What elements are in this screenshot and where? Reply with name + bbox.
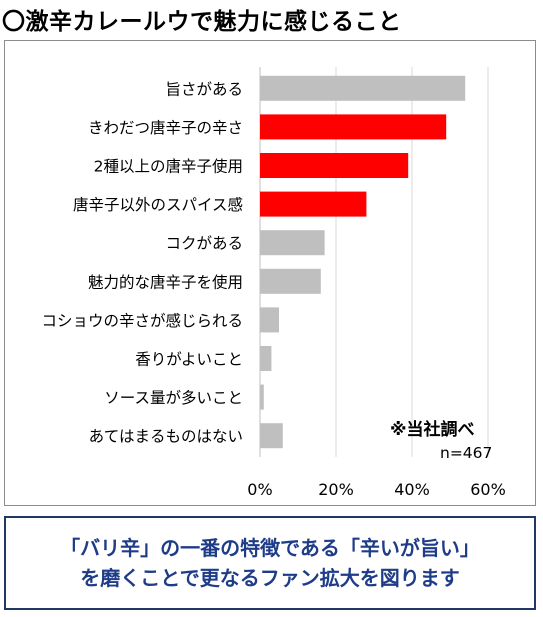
category-label: 2種以上の唐辛子使用 [94, 158, 243, 176]
x-tick-label: 40% [394, 480, 430, 499]
category-label: 香りがよいこと [135, 351, 243, 369]
bar [260, 114, 447, 140]
page-title: 〇激辛カレールウで魅力に感じること [2, 9, 402, 35]
message-line-2: を磨くことで更なるファン拡大を図ります [80, 566, 460, 590]
message-line-1: 「バリ辛」の一番の特徴である「辛いが旨い」 [60, 536, 480, 560]
bar [260, 346, 272, 371]
category-label: コショウの辛さが感じられる [41, 312, 243, 330]
sample-size-note: n=467 [440, 444, 493, 462]
bar [260, 307, 279, 333]
category-label: あてはまるものはない [89, 428, 243, 446]
x-tick-label: 60% [470, 480, 506, 499]
category-label: 魅力的な唐辛子を使用 [88, 273, 243, 291]
bar [260, 268, 321, 294]
bar [260, 75, 466, 101]
source-note: ※当社調べ [390, 420, 475, 440]
category-label: 唐辛子以外のスパイス感 [73, 196, 243, 214]
x-tick-label: 0% [247, 480, 272, 499]
category-label: ソース量が多いこと [104, 389, 243, 407]
bar [260, 230, 325, 256]
bar [260, 153, 409, 178]
bar [260, 191, 367, 217]
bar [260, 384, 264, 410]
category-label: きわだつ唐辛子の辛さ [88, 119, 243, 137]
bar [260, 423, 283, 449]
chart-frame: 0% 20% 40% 60% 旨さがあるきわだつ唐辛子の辛さ 2種以上の唐辛子使用唐辛子以… [4, 40, 536, 506]
x-tick-label: 20% [318, 480, 354, 499]
message-box: 「バリ辛」の一番の特徴である「辛いが旨い」 を磨くことで更なるファン拡大を図りま… [4, 516, 536, 610]
category-label: コクがある [165, 235, 243, 253]
category-label: 旨さがある [165, 80, 243, 98]
